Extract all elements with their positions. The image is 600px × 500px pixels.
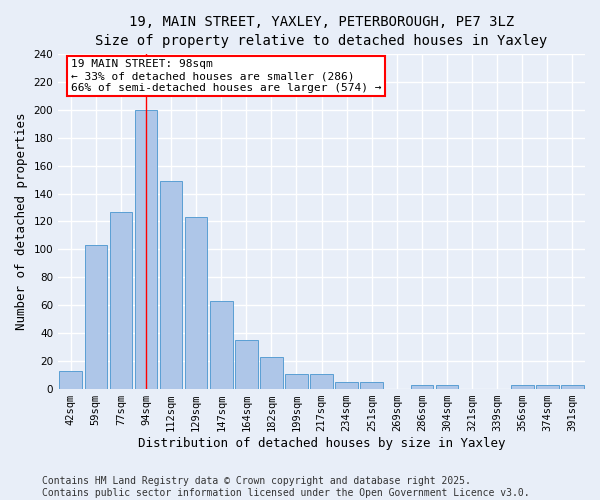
Bar	[59, 371, 82, 389]
Text: Contains HM Land Registry data © Crown copyright and database right 2025.
Contai: Contains HM Land Registry data © Crown c…	[42, 476, 530, 498]
Bar	[185, 218, 208, 389]
Bar	[235, 340, 257, 389]
Text: 19 MAIN STREET: 98sqm
← 33% of detached houses are smaller (286)
66% of semi-det: 19 MAIN STREET: 98sqm ← 33% of detached …	[71, 60, 381, 92]
Bar	[536, 385, 559, 389]
Bar	[210, 301, 233, 389]
Bar	[310, 374, 333, 389]
Bar	[285, 374, 308, 389]
Bar	[410, 385, 433, 389]
Bar	[160, 181, 182, 389]
X-axis label: Distribution of detached houses by size in Yaxley: Distribution of detached houses by size …	[138, 437, 505, 450]
Bar	[134, 110, 157, 389]
Y-axis label: Number of detached properties: Number of detached properties	[15, 112, 28, 330]
Bar	[561, 385, 584, 389]
Bar	[436, 385, 458, 389]
Title: 19, MAIN STREET, YAXLEY, PETERBOROUGH, PE7 3LZ
Size of property relative to deta: 19, MAIN STREET, YAXLEY, PETERBOROUGH, P…	[95, 15, 548, 48]
Bar	[361, 382, 383, 389]
Bar	[85, 245, 107, 389]
Bar	[511, 385, 533, 389]
Bar	[335, 382, 358, 389]
Bar	[110, 212, 132, 389]
Bar	[260, 357, 283, 389]
